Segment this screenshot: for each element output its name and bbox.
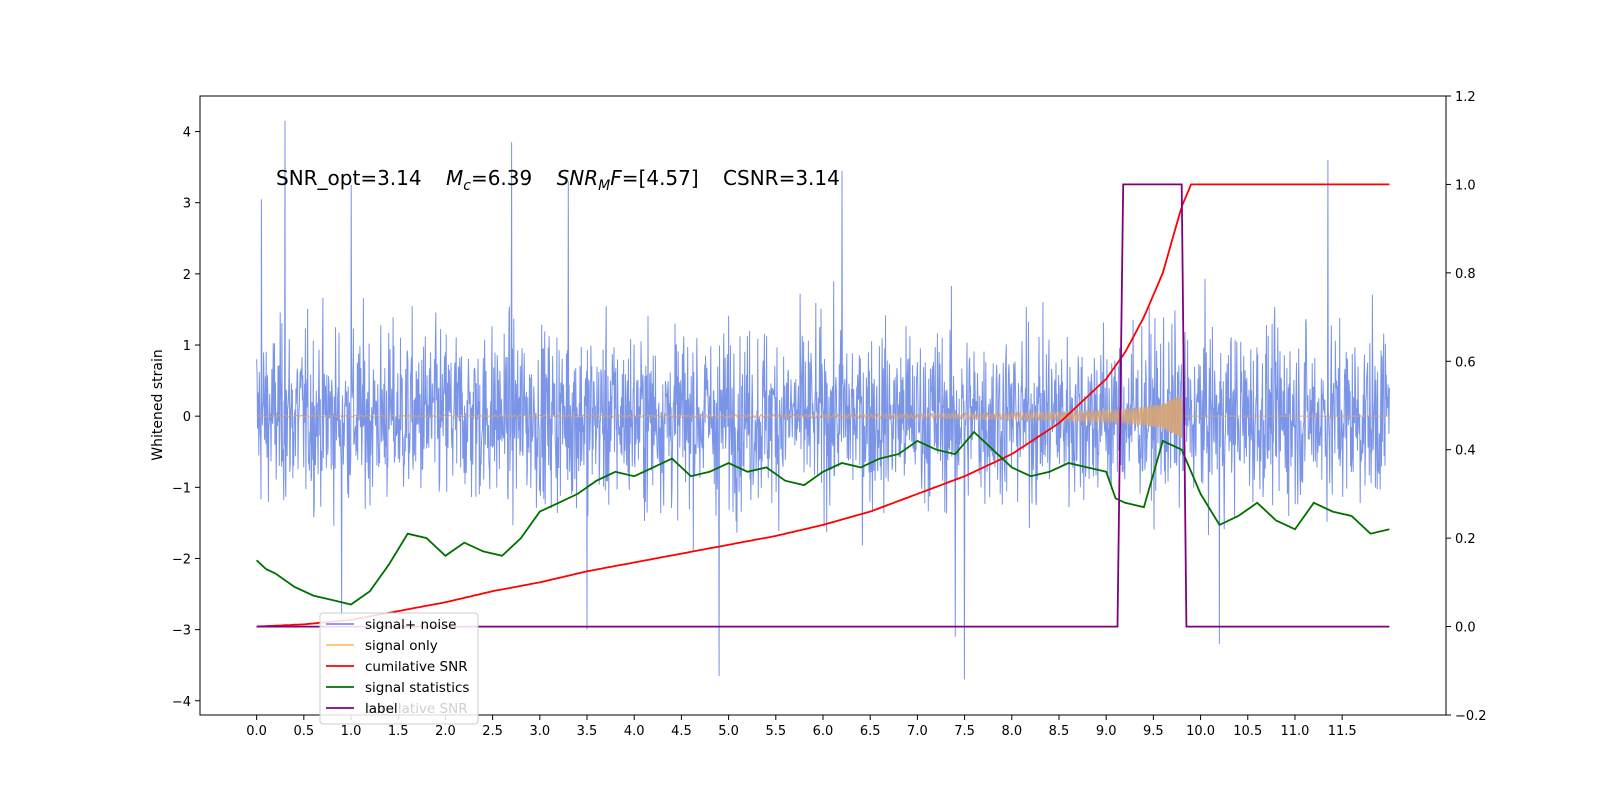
y-axis-right: −0.2 0.0 0.2 0.4 0.6 0.8 1.0 1.2 bbox=[1446, 90, 1487, 724]
y-tick-label: 3 bbox=[183, 197, 191, 212]
y2-tick-label: 0.6 bbox=[1455, 355, 1476, 370]
y-tick-label: 4 bbox=[183, 126, 191, 141]
x-tick-label: 2.0 bbox=[435, 724, 456, 739]
x-tick-label: 3.5 bbox=[577, 724, 598, 739]
legend-label: label bbox=[365, 701, 398, 717]
x-tick-label: 8.5 bbox=[1049, 724, 1070, 739]
y2-tick-label: 1.0 bbox=[1455, 178, 1476, 193]
x-tick-label: 9.5 bbox=[1143, 724, 1164, 739]
y2-tick-label: −0.2 bbox=[1455, 709, 1487, 724]
y-tick-label: −2 bbox=[172, 552, 191, 567]
y-axis-left: −4 −3 −2 −1 0 1 2 3 4 bbox=[172, 126, 200, 710]
y2-tick-label: 0.8 bbox=[1455, 267, 1476, 282]
y-tick-label: −4 bbox=[172, 695, 191, 710]
x-tick-label: 10.5 bbox=[1233, 724, 1262, 739]
y-tick-label: 2 bbox=[183, 268, 191, 283]
x-tick-label: 8.0 bbox=[1001, 724, 1022, 739]
x-tick-label: 4.5 bbox=[671, 724, 692, 739]
y-tick-label: 0 bbox=[183, 410, 191, 425]
y2-tick-label: 0.4 bbox=[1455, 444, 1476, 459]
x-tick-label: 6.5 bbox=[860, 724, 881, 739]
series-cumulative-snr bbox=[256, 183, 1390, 628]
annotation-mf-symbol: SNR bbox=[557, 166, 599, 190]
signal-only-line bbox=[256, 395, 1390, 439]
x-tick-label: 6.0 bbox=[813, 724, 834, 739]
x-tick-label: 0.0 bbox=[246, 724, 267, 739]
x-tick-label: 7.5 bbox=[954, 724, 975, 739]
series-label bbox=[256, 183, 1390, 628]
x-axis: 0.0 0.5 1.0 1.5 2.0 2.5 3.0 3.5 4.0 4.5 5.0 5.5 6.0 6… bbox=[246, 715, 1357, 739]
y-tick-label: 1 bbox=[183, 339, 191, 354]
legend-label: signal only bbox=[365, 638, 438, 654]
annotation-mc-sub: c bbox=[463, 178, 471, 194]
label-line bbox=[256, 183, 1390, 628]
x-tick-label: 11.0 bbox=[1280, 724, 1309, 739]
y2-tick-label: 1.2 bbox=[1455, 90, 1476, 105]
annotation-text: SNR_opt=3.14 Mc=6.39 SNRMF=[4.57] CSNR=3… bbox=[276, 166, 840, 194]
x-tick-label: 5.0 bbox=[718, 724, 739, 739]
x-tick-label: 3.0 bbox=[529, 724, 550, 739]
signal-noise-line bbox=[256, 120, 1390, 680]
legend: cumilative SNR signal+ noise signal only c… bbox=[319, 612, 479, 725]
annotation-csnr: CSNR=3.14 bbox=[723, 166, 840, 190]
x-tick-label: 1.0 bbox=[341, 724, 362, 739]
legend-label: cumilative SNR bbox=[365, 659, 468, 675]
annotation-snr-opt: SNR_opt=3.14 bbox=[276, 166, 422, 190]
x-tick-label: 4.0 bbox=[624, 724, 645, 739]
x-tick-label: 9.0 bbox=[1096, 724, 1117, 739]
legend-label: signal statistics bbox=[365, 680, 469, 696]
cumulative-snr-line bbox=[256, 183, 1390, 628]
x-tick-label: 2.5 bbox=[482, 724, 503, 739]
series-signal-statistics bbox=[255, 430, 1390, 606]
x-tick-label: 7.0 bbox=[907, 724, 928, 739]
x-tick-label: 0.5 bbox=[293, 724, 314, 739]
x-tick-label: 10.0 bbox=[1186, 724, 1215, 739]
annotation-mf-sub: M bbox=[598, 178, 610, 194]
annotation-mc-symbol: M bbox=[446, 166, 463, 190]
legend-box bbox=[319, 612, 479, 725]
series-signal-only bbox=[256, 395, 1390, 439]
legend-label: signal+ noise bbox=[365, 617, 456, 633]
legend-hidden-text: cumilative SNR bbox=[365, 701, 468, 717]
y-tick-label: −3 bbox=[172, 624, 191, 639]
series-signal-noise bbox=[256, 120, 1390, 680]
x-tick-label: 1.5 bbox=[388, 724, 409, 739]
annotation-mf-symbol-2: F bbox=[610, 166, 622, 190]
y-tick-label: −1 bbox=[172, 481, 191, 496]
signal-statistics-line bbox=[255, 430, 1390, 606]
y2-tick-label: 0.2 bbox=[1455, 532, 1476, 547]
annotation-mf-value: =[4.57] bbox=[622, 166, 699, 190]
y2-tick-label: 0.0 bbox=[1455, 621, 1476, 636]
x-tick-label: 11.5 bbox=[1328, 724, 1357, 739]
annotation-mc-value: =6.39 bbox=[471, 166, 532, 190]
x-tick-label: 5.5 bbox=[765, 724, 786, 739]
y-axis-label: Whitened strain bbox=[150, 349, 166, 460]
